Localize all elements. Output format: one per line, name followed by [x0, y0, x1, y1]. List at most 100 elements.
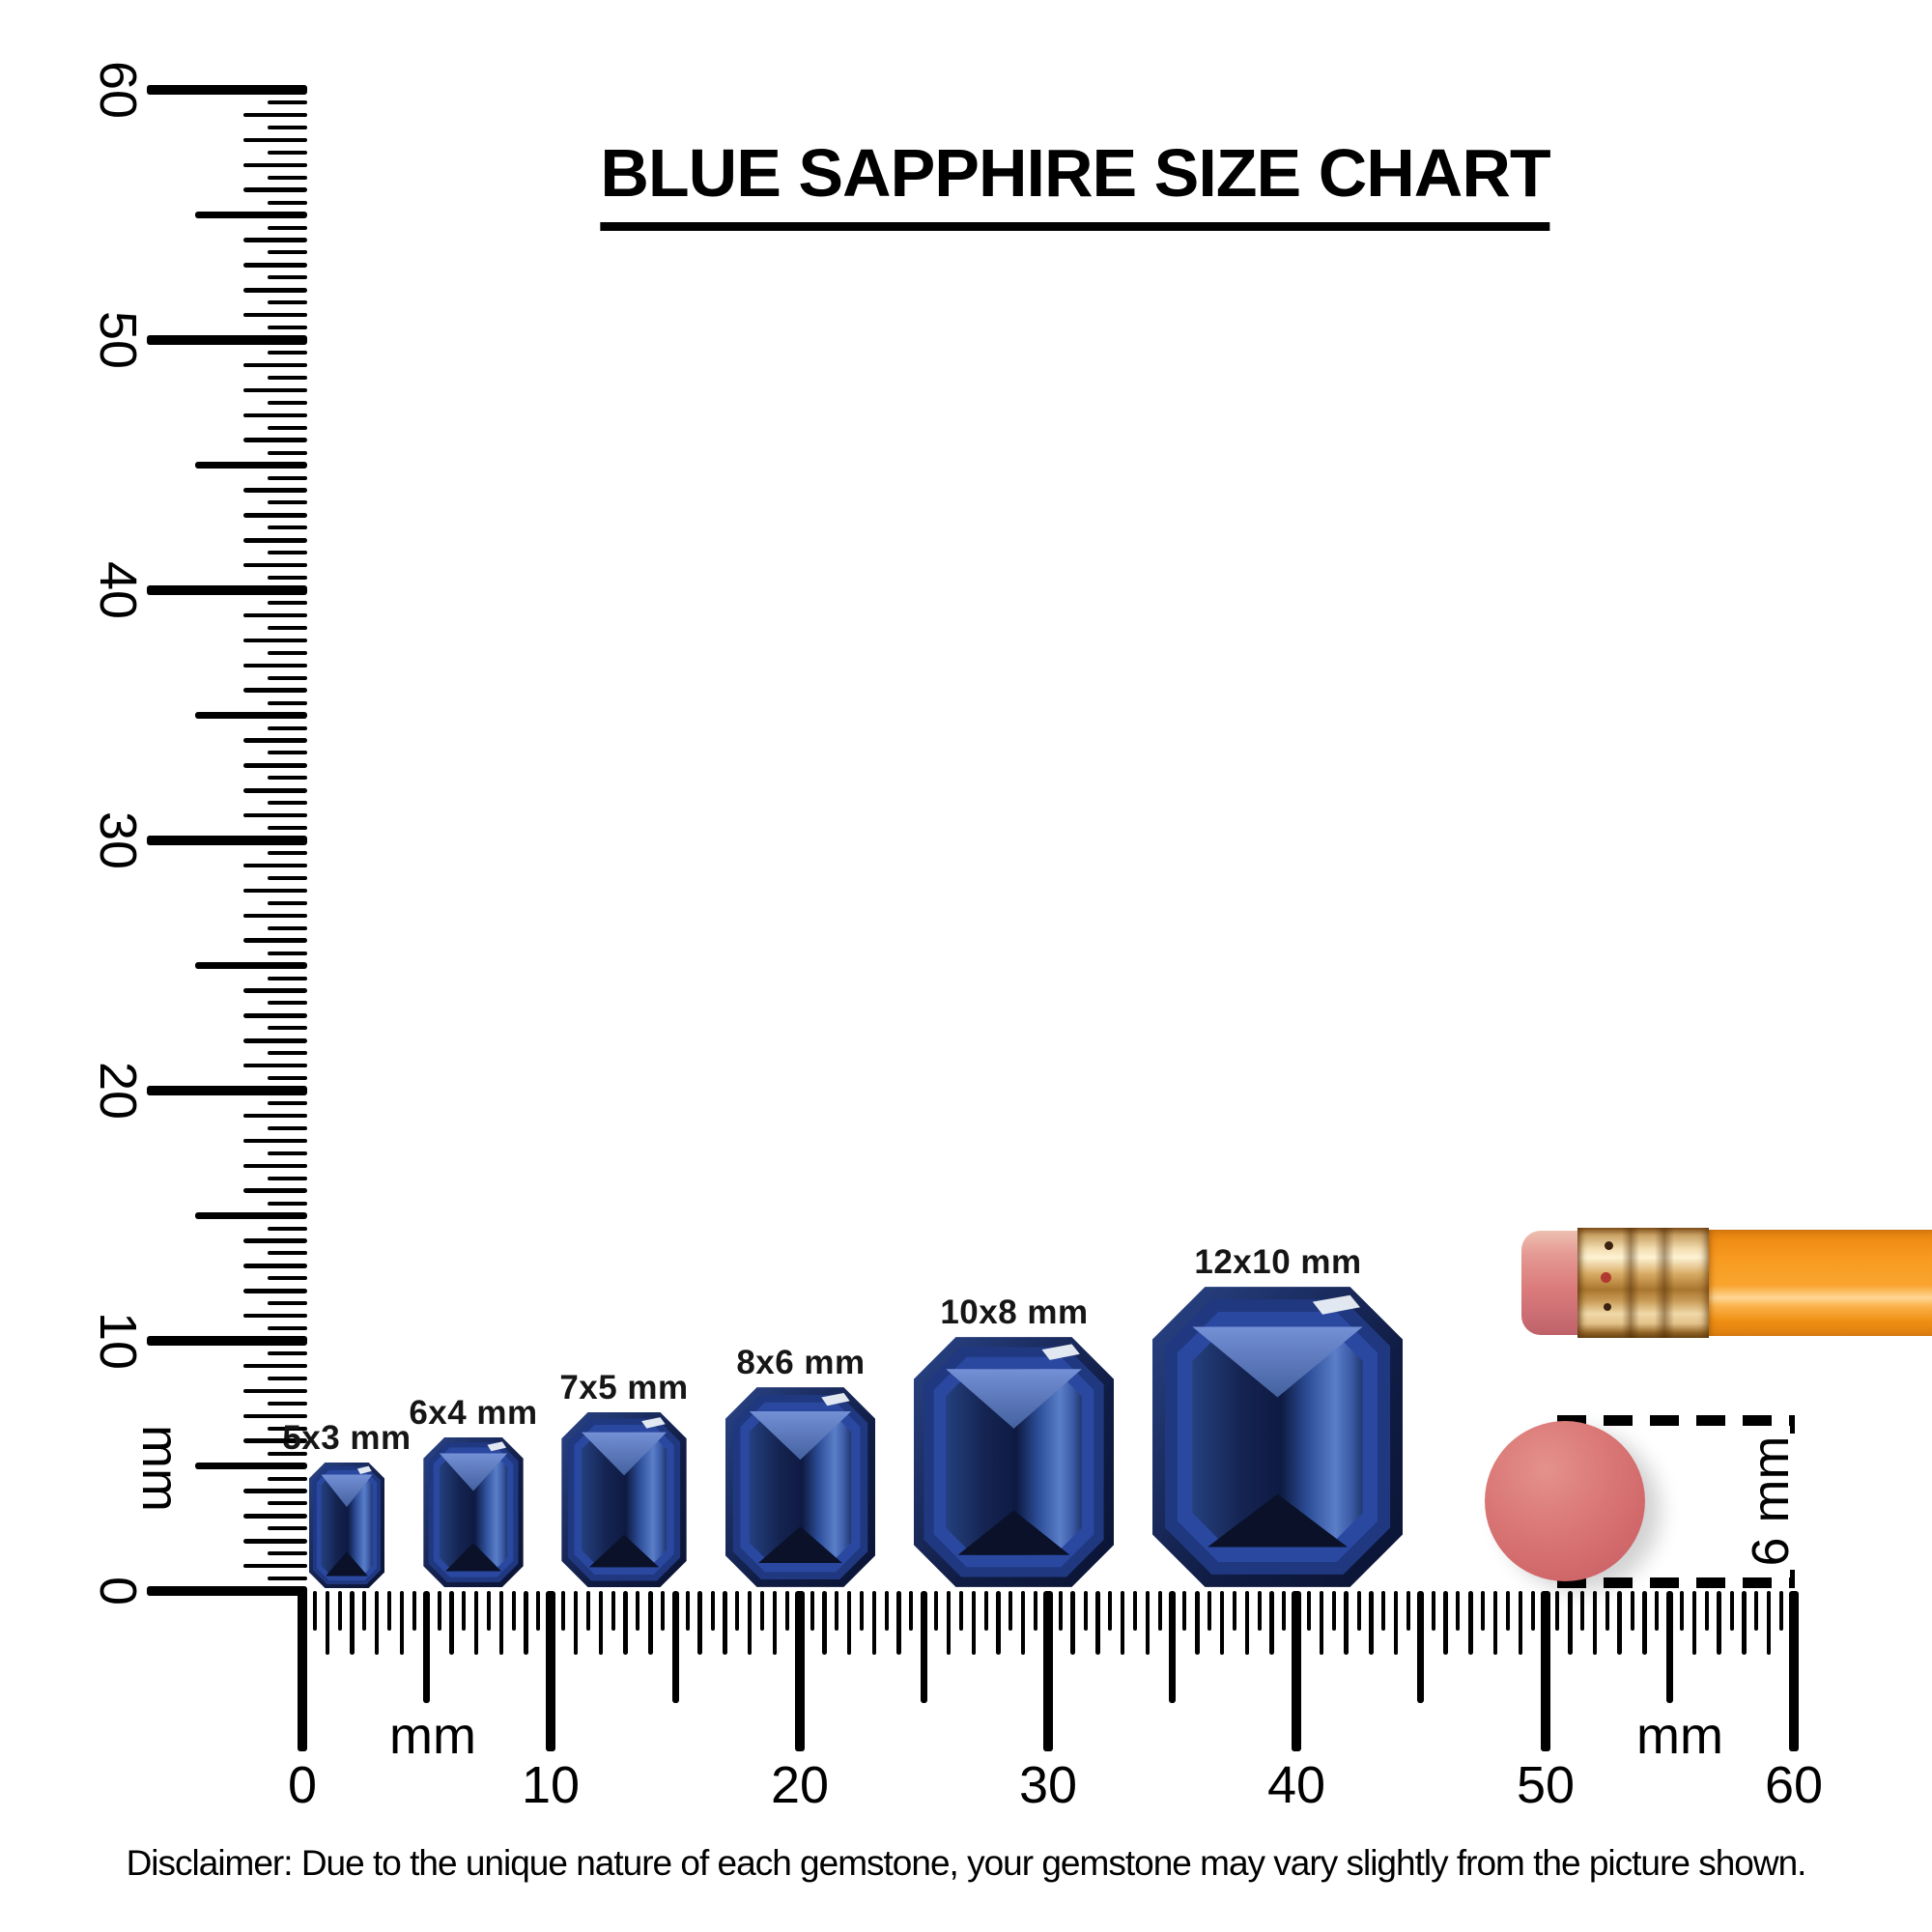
ferrule-groove	[1655, 1228, 1674, 1338]
h-tick-11.5mm	[585, 1591, 590, 1631]
v-tick-55.5mm	[268, 200, 307, 205]
emerald-cut-sapphire	[725, 1387, 875, 1587]
v-tick-7mm	[243, 1413, 307, 1418]
h-tick-45mm	[1417, 1591, 1425, 1703]
v-tick-19mm	[243, 1113, 307, 1119]
v-tick-28.5mm	[268, 875, 307, 880]
v-tick-43.5mm	[268, 500, 307, 505]
h-tick-10mm	[546, 1591, 556, 1751]
h-tick-1mm	[325, 1591, 329, 1655]
h-tick-30.5mm	[1058, 1591, 1063, 1631]
v-tick-38.5mm	[268, 625, 307, 630]
v-tick-6.5mm	[268, 1426, 307, 1431]
h-tick-35.5mm	[1182, 1591, 1187, 1631]
h-tick-14mm	[648, 1591, 653, 1655]
v-tick-34.5mm	[268, 725, 307, 730]
h-tick-44.5mm	[1406, 1591, 1410, 1631]
ferrule-dot	[1604, 1303, 1611, 1311]
emerald-cut-sapphire	[309, 1463, 384, 1588]
h-tick-12.5mm	[611, 1591, 615, 1631]
measurement-dash-bottom-end	[1790, 1570, 1795, 1585]
h-tick-58.5mm	[1754, 1591, 1759, 1631]
v-tick-22.5mm	[268, 1026, 307, 1031]
v-tick-40.5mm	[268, 576, 307, 580]
h-tick-13mm	[623, 1591, 628, 1655]
v-tick-12.5mm	[268, 1276, 307, 1281]
v-tick-54.5mm	[268, 225, 307, 230]
gem-size-label-7x5mm: 7x5 mm	[559, 1369, 689, 1406]
v-tick-5.5mm	[268, 1451, 307, 1456]
h-tick-55mm	[1665, 1591, 1673, 1703]
h-tick-8.5mm	[511, 1591, 516, 1631]
ferrule-dot	[1605, 1241, 1613, 1250]
v-tick-29.5mm	[268, 851, 307, 855]
h-tick-14.5mm	[661, 1591, 666, 1631]
v-tick-8mm	[243, 1388, 307, 1393]
h-tick-18mm	[747, 1591, 753, 1655]
measurement-dash-top	[1557, 1415, 1795, 1426]
h-tick-59mm	[1766, 1591, 1772, 1655]
v-tick-4.5mm	[268, 1476, 307, 1481]
h-tick-55.5mm	[1680, 1591, 1684, 1631]
h-tick-13.5mm	[636, 1591, 640, 1631]
horizontal-ruler-unit-label-left: mm	[389, 1707, 476, 1765]
h-tick-46mm	[1443, 1591, 1448, 1655]
v-tick-25.5mm	[268, 951, 307, 955]
v-tick-39.5mm	[268, 601, 307, 605]
h-tick-20.5mm	[810, 1591, 814, 1631]
v-tick-17.5mm	[268, 1151, 307, 1155]
v-tick-21mm	[243, 1063, 307, 1068]
h-tick-31mm	[1070, 1591, 1075, 1655]
h-tick-34.5mm	[1157, 1591, 1162, 1631]
v-tick-44.5mm	[268, 475, 307, 480]
v-tick-47mm	[243, 412, 307, 417]
emerald-cut-sapphire	[914, 1337, 1114, 1587]
h-tick-17.5mm	[735, 1591, 740, 1631]
v-tick-14.5mm	[268, 1226, 307, 1231]
v-tick-11mm	[243, 1313, 307, 1319]
gem-6x4mm	[423, 1437, 524, 1587]
v-tick-42.5mm	[268, 526, 307, 530]
h-tick-23.5mm	[884, 1591, 889, 1631]
h-tick-37mm	[1219, 1591, 1225, 1655]
v-tick-40mm	[147, 585, 307, 595]
h-tick-29.5mm	[1034, 1591, 1037, 1631]
v-tick-42mm	[243, 538, 307, 543]
v-tick-45.5mm	[268, 450, 307, 455]
h-tick-41mm	[1319, 1591, 1324, 1655]
horizontal-ruler-unit-label-right: mm	[1636, 1707, 1723, 1765]
h-tick-43.5mm	[1381, 1591, 1386, 1631]
h-tick-42.5mm	[1356, 1591, 1361, 1631]
v-tick-16mm	[243, 1188, 307, 1193]
gem-10x8mm	[914, 1337, 1114, 1587]
h-tick-1.5mm	[337, 1591, 342, 1631]
v-tick-8.5mm	[268, 1376, 307, 1380]
v-tick-54mm	[243, 238, 307, 242]
h-ruler-label-40: 40	[1266, 1756, 1326, 1814]
v-tick-23.5mm	[268, 1001, 307, 1006]
h-tick-22mm	[846, 1591, 852, 1655]
v-tick-9.5mm	[268, 1351, 307, 1355]
h-tick-8mm	[498, 1591, 504, 1655]
vertical-ruler-unit-label: mm	[131, 1425, 189, 1512]
page-title: BLUE SAPPHIRE SIZE CHART	[600, 139, 1551, 231]
h-tick-16mm	[697, 1591, 702, 1655]
h-tick-5.5mm	[437, 1591, 441, 1631]
v-tick-55mm	[195, 212, 307, 218]
v-tick-51.5mm	[268, 300, 307, 305]
emerald-cut-sapphire	[561, 1412, 687, 1587]
h-tick-33.5mm	[1133, 1591, 1137, 1631]
h-tick-19mm	[772, 1591, 778, 1655]
gem-5x3mm	[309, 1463, 384, 1588]
h-tick-16.5mm	[710, 1591, 715, 1631]
v-tick-15.5mm	[268, 1201, 307, 1206]
v-tick-46.5mm	[268, 425, 307, 430]
v-tick-28mm	[243, 888, 307, 894]
v-tick-6mm	[243, 1438, 307, 1443]
h-tick-23mm	[871, 1591, 876, 1655]
v-tick-5mm	[195, 1463, 307, 1469]
h-tick-21mm	[822, 1591, 827, 1655]
h-tick-45.5mm	[1431, 1591, 1435, 1631]
h-tick-4.5mm	[412, 1591, 416, 1631]
h-ruler-label-50: 50	[1516, 1756, 1576, 1814]
